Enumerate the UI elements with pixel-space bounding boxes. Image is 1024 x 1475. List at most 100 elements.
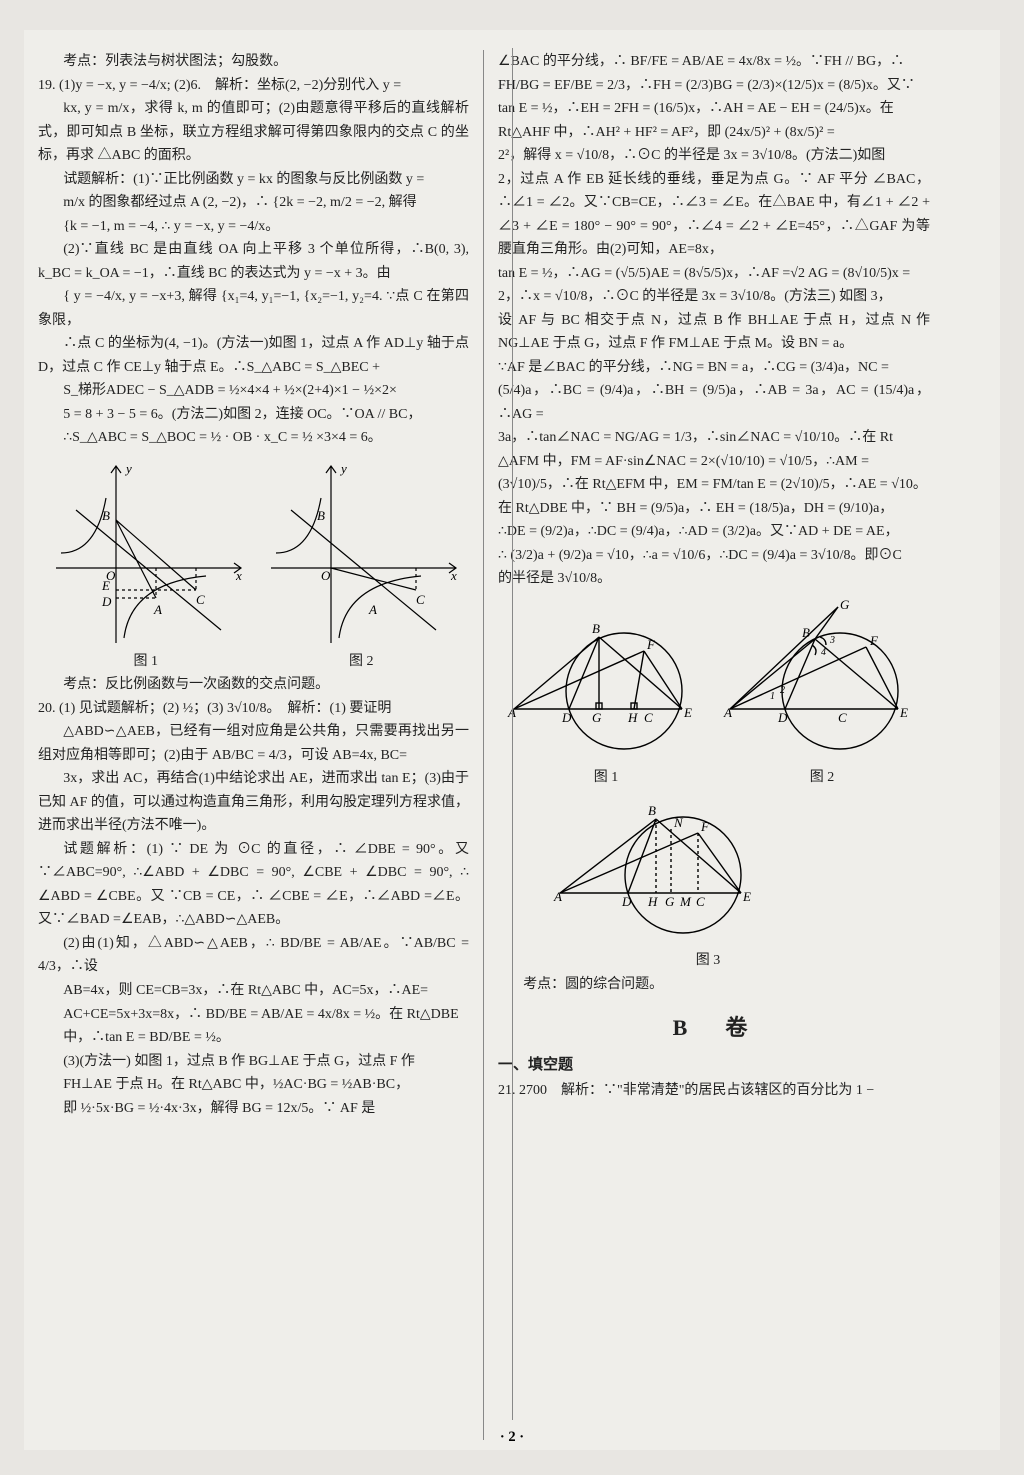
text-line: △ABD∽△AEB，已经有一组对应角是公共角，只需要再找出另一组对应角相等即可；… xyxy=(38,720,469,767)
left-column: 考点：列表法与树状图法；勾股数。 19. (1)y = −x, y = −4/x… xyxy=(24,50,484,1440)
svg-text:F: F xyxy=(646,637,656,652)
svg-text:D: D xyxy=(621,894,632,909)
text-line: 2，过点 A 作 EB 延长线的垂线，垂足为点 G。∵ AF 平分 ∠BAC，∴… xyxy=(498,168,930,262)
text-line: AC+CE=5x+3x=8x，∴ BD/BE = AB/AE = 4x/8x =… xyxy=(38,1003,469,1027)
text-line: { y = −4/x, y = −x+3, 解得 {x₁=4, y₁=−1, {… xyxy=(38,285,469,332)
figure-caption-row: 图 1 图 2 xyxy=(38,650,469,674)
svg-text:A: A xyxy=(153,602,162,617)
svg-text:B: B xyxy=(592,621,600,636)
svg-text:E: E xyxy=(899,705,908,720)
svg-text:C: C xyxy=(644,710,653,725)
column-divider xyxy=(512,48,513,1420)
text-line: {k = −1, m = −4, ∴ y = −x, y = −4/x。 xyxy=(38,215,469,239)
figure-caption: 图 2 xyxy=(732,766,912,790)
text-line: kx, y = m/x，求得 k, m 的值即可；(2)由题意得平移后的直线解析… xyxy=(38,97,469,168)
text-line: 试题解析：(1)∵正比例函数 y = kx 的图象与反比例函数 y = xyxy=(38,168,469,192)
circle-figure-2: A D C E B F G 4 3 1 2 xyxy=(720,599,925,764)
svg-text:D: D xyxy=(777,710,788,725)
section-heading: 一、填空题 xyxy=(498,1053,930,1078)
text-line: (3√10)/5，∴在 Rt△EFM 中，EM = FM/tan E = (2√… xyxy=(498,473,930,497)
svg-text:H: H xyxy=(627,710,638,725)
svg-text:O: O xyxy=(321,568,331,583)
figure-caption: 图 2 xyxy=(271,650,451,674)
svg-text:4: 4 xyxy=(821,647,826,658)
text-line: tan E = ½，∴EH = 2FH = (16/5)x，∴AH = AE −… xyxy=(498,97,930,121)
text-line: 3x，求出 AC，再结合(1)中结论求出 AE，进而求出 tan E；(3)由于… xyxy=(38,767,469,838)
text-line: ∴ (3/2)a + (9/2)a = √10，∴a = √10/6，∴DC =… xyxy=(498,544,930,568)
svg-text:G: G xyxy=(840,599,850,612)
svg-text:2: 2 xyxy=(780,685,785,696)
text-line: ∴DE = (9/2)a，∴DC = (9/4)a，∴AD = (3/2)a。又… xyxy=(498,520,930,544)
svg-text:M: M xyxy=(679,894,692,909)
text-line: 3a，∴tan∠NAC = NG/AG = 1/3，∴sin∠NAC = √10… xyxy=(498,426,930,450)
svg-text:E: E xyxy=(683,705,692,720)
figure-caption: 图 1 xyxy=(516,766,696,790)
figure-row-circle3: A D H G M C E B N F xyxy=(498,797,930,947)
figure-row-circles: A D G H C E B F xyxy=(498,599,930,764)
text-line: tan E = ½，∴AG = (√5/5)AE = (8√5/5)x，∴AF … xyxy=(498,262,930,286)
page: 考点：列表法与树状图法；勾股数。 19. (1)y = −x, y = −4/x… xyxy=(24,30,1000,1450)
figure-caption-row: 图 3 xyxy=(498,949,930,973)
text-line: Rt△AHF 中，∴AH² + HF² = AF²，即 (24x/5)² + (… xyxy=(498,121,930,145)
svg-text:B: B xyxy=(102,508,110,523)
svg-text:H: H xyxy=(647,894,658,909)
text-line: 中，∴tan E = BD/BE = ½。 xyxy=(38,1026,469,1050)
graph-figure-2: y x O B C A xyxy=(261,458,461,648)
svg-text:C: C xyxy=(196,592,205,607)
text-line: 5 = 8 + 3 − 5 = 6。(方法二)如图 2，连接 OC。∵OA //… xyxy=(38,403,469,427)
text-line: 试题解析：(1) ∵ DE 为 ⊙C 的直径，∴ ∠DBE = 90°。又 ∵∠… xyxy=(38,838,469,932)
text-line: (3)(方法一) 如图 1，过点 B 作 BG⊥AE 于点 G，过点 F 作 xyxy=(38,1050,469,1074)
svg-text:x: x xyxy=(235,568,242,583)
svg-text:B: B xyxy=(317,508,325,523)
text-line: 19. (1)y = −x, y = −4/x; (2)6. 解析：坐标(2, … xyxy=(38,74,469,98)
text-line: FH⊥AE 于点 H。在 Rt△ABC 中，½AC·BG = ½AB·BC， xyxy=(38,1073,469,1097)
svg-text:F: F xyxy=(700,819,710,834)
svg-text:E: E xyxy=(101,578,110,593)
text-line: (2)∵直线 BC 是由直线 OA 向上平移 3 个单位所得，∴B(0, 3),… xyxy=(38,238,469,285)
svg-text:x: x xyxy=(450,568,457,583)
figure-caption: 图 3 xyxy=(618,949,798,973)
graph-figure-1: y x O B E D C A xyxy=(46,458,246,648)
svg-text:y: y xyxy=(124,461,132,476)
svg-text:E: E xyxy=(742,889,751,904)
svg-text:D: D xyxy=(101,594,112,609)
figure-caption: 图 1 xyxy=(56,650,236,674)
text-line: 的半径是 3√10/8。 xyxy=(498,567,930,591)
text-line: ∵AF 是∠BAC 的平分线，∴NG = BN = a，∴CG = (3/4)a… xyxy=(498,356,930,380)
text-line: 21. 2700 解析：∵"非常清楚"的居民占该辖区的百分比为 1 − xyxy=(498,1079,930,1103)
svg-text:A: A xyxy=(368,602,377,617)
text-line: 2²，解得 x = √10/8，∴⊙C 的半径是 3x = 3√10/8。(方法… xyxy=(498,144,930,168)
text-line: m/x 的图象都经过点 A (2, −2)，∴ {2k = −2, m/2 = … xyxy=(38,191,469,215)
text-line: 考点：列表法与树状图法；勾股数。 xyxy=(38,50,469,74)
svg-text:A: A xyxy=(507,705,516,720)
svg-text:A: A xyxy=(553,889,562,904)
figure-caption-row: 图 1 图 2 xyxy=(498,766,930,790)
svg-text:1: 1 xyxy=(770,691,775,702)
text-line: FH/BG = EF/BE = 2/3，∴FH = (2/3)BG = (2/3… xyxy=(498,74,930,98)
svg-text:C: C xyxy=(838,710,847,725)
svg-text:C: C xyxy=(696,894,705,909)
svg-text:G: G xyxy=(665,894,675,909)
text-line: 在 Rt△DBE 中，∵ BH = (9/5)a，∴ EH = (18/5)a，… xyxy=(498,497,930,521)
text-line: ∠BAC 的平分线，∴ BF/FE = AB/AE = 4x/8x = ½。∵F… xyxy=(498,50,930,74)
text-line: ∴点 C 的坐标为(4, −1)。(方法一)如图 1，过点 A 作 AD⊥y 轴… xyxy=(38,332,469,379)
text-line: △AFM 中，FM = AF·sin∠NAC = 2×(√10/10) = √1… xyxy=(498,450,930,474)
text-line: 20. (1) 见试题解析；(2) ½；(3) 3√10/8。 解析：(1) 要… xyxy=(38,697,469,721)
text-line: (5/4)a，∴BC = (9/4)a，∴BH = (9/5)a，∴AB = 3… xyxy=(498,379,930,426)
svg-text:D: D xyxy=(561,710,572,725)
text-line: AB=4x，则 CE=CB=3x，∴在 Rt△ABC 中，AC=5x，∴AE= xyxy=(38,979,469,1003)
svg-text:N: N xyxy=(673,815,684,830)
circle-figure-1: A D G H C E B F xyxy=(504,609,709,764)
text-line: 考点：反比例函数与一次函数的交点问题。 xyxy=(38,673,469,697)
text-line: 即 ½·5x·BG = ½·4x·3x，解得 BG = 12x/5。∵ AF 是 xyxy=(38,1097,469,1121)
svg-text:F: F xyxy=(869,633,879,648)
svg-text:3: 3 xyxy=(829,635,835,646)
svg-text:B: B xyxy=(802,625,810,640)
section-b-title: B 卷 xyxy=(498,1010,930,1047)
text-line: S_梯形ADEC − S_△ADB = ½×4×4 + ½×(2+4)×1 − … xyxy=(38,379,469,403)
text-line: 2，∴x = √10/8，∴⊙C 的半径是 3x = 3√10/8。(方法三) … xyxy=(498,285,930,309)
text-line: 设 AF 与 BC 相交于点 N，过点 B 作 BH⊥AE 于点 H，过点 N … xyxy=(498,309,930,356)
figure-row-graphs: y x O B E D C A xyxy=(38,458,469,648)
page-number: · 2 · xyxy=(24,1429,1000,1446)
right-column: ∠BAC 的平分线，∴ BF/FE = AB/AE = 4x/8x = ½。∵F… xyxy=(484,50,944,1440)
